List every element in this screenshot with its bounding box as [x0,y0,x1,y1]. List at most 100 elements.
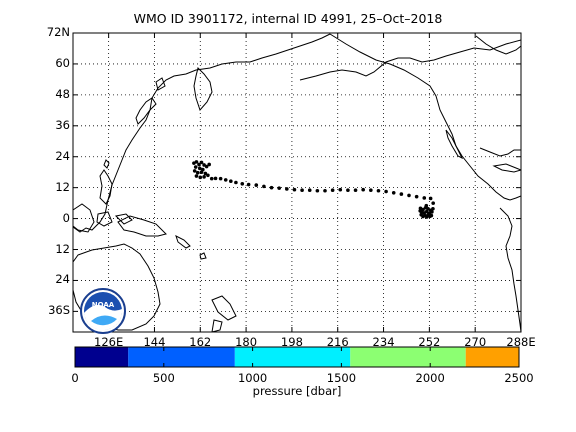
float-position-point [376,188,381,193]
lat-tick-label: 0 [62,210,70,225]
lon-tick-label: 126E [94,335,124,349]
noaa-logo-text: NOAA [92,301,115,309]
float-position-point [194,160,199,164]
lat-tick-label: 12 [55,241,70,256]
float-position-point [209,176,214,181]
float-position-point [223,178,228,182]
coast-borneo [73,203,95,233]
float-position-point [285,187,289,191]
float-track [192,160,435,219]
lon-tick-label: 162 [189,335,212,349]
float-position-point [197,162,201,167]
float-position-point [194,174,199,178]
float-position-point [431,201,435,205]
coast-fiji [199,252,207,260]
float-position-point [353,188,358,193]
float-position-point [198,175,203,180]
float-position-point [213,176,218,181]
float-position-point [418,209,423,213]
float-position-point [414,194,419,199]
float-position-point [399,192,404,196]
float-position-point [206,173,210,178]
float-position-point [197,166,202,171]
float-position-point [407,193,411,198]
coast-indonesia [96,211,133,227]
lon-tick-label: 288E [506,335,536,349]
lat-tick-label: 72N [46,25,70,39]
float-position-point [192,169,197,173]
coast-hudson [475,35,521,55]
coast-baja [445,129,464,160]
float-position-point [246,182,251,187]
float-position-point [240,181,245,186]
float-position-point [323,188,327,193]
float-position-point [428,214,432,219]
coast-taiwan [103,159,110,169]
float-position-point [193,165,198,169]
lat-tick-label: 12 [55,179,70,194]
colorbar-frame [74,346,520,368]
float-position-point [346,188,350,193]
float-position-point [428,196,433,201]
map-grid [73,33,521,332]
colorbar-tick-label: 2000 [415,371,445,385]
float-position-point [202,175,206,179]
lat-tick-label: 36 [55,117,70,132]
colorbar-tick-label: 0 [71,371,79,385]
float-position-point [430,210,434,214]
frame-ticks [73,32,522,332]
float-position-point [277,186,281,190]
colorbar-tick-label: 2500 [504,371,534,385]
coast-north-america [329,33,521,201]
float-position-point [234,180,238,185]
coast-alaska-peninsula [299,39,521,81]
lat-tick-label: 48 [55,86,70,101]
float-position-point [338,187,343,192]
colorbar-segment [350,347,466,367]
coast-cuba [492,163,521,173]
lat-tick-label: 24 [55,148,70,163]
colorbar [74,346,520,368]
float-position-point [269,185,274,190]
coastlines [73,33,521,332]
colorbar-segment [465,347,519,367]
float-position-point [425,215,429,219]
float-position-point [425,209,429,214]
colorbar-segment [75,347,129,367]
lat-tick-label: 24 [55,272,70,287]
lon-tick-label: 234 [372,335,395,349]
lon-tick-label: 198 [280,335,303,349]
lat-tick-label: 36S [48,303,70,318]
float-position-point [422,196,427,200]
float-position-point [330,188,335,193]
colorbar-tick-label: 1500 [326,371,357,385]
float-position-point [207,162,211,167]
float-position-point [424,203,429,208]
float-position-point [369,188,373,193]
float-position-point [204,164,209,169]
coast-gulf-mexico [479,147,521,157]
chart-title: WMO ID 3901172, internal ID 4991, 25–Oct… [133,11,443,26]
colorbar-tick-label: 500 [152,371,175,385]
colorbar-title: pressure [dbar] [252,384,342,398]
float-position-point [315,188,320,193]
noaa-logo-icon: NOAA [80,288,126,334]
float-position-point [195,170,200,175]
float-position-point [203,171,208,176]
coast-new-guinea [117,215,167,237]
map-frame [72,32,522,333]
float-position-point [262,184,266,189]
lon-tick-label: 270 [464,335,487,349]
coast-australia [73,243,161,331]
float-position-point [391,191,396,195]
lon-tick-label: 144 [143,335,166,349]
float-position-point [361,187,365,192]
lon-tick-label: 252 [418,335,441,349]
float-position-point [292,187,297,192]
float-position-point [300,188,304,193]
float-position-point [218,176,223,181]
float-position-point [307,188,312,193]
coast-solomons [175,235,191,249]
coast-japan [135,77,166,125]
